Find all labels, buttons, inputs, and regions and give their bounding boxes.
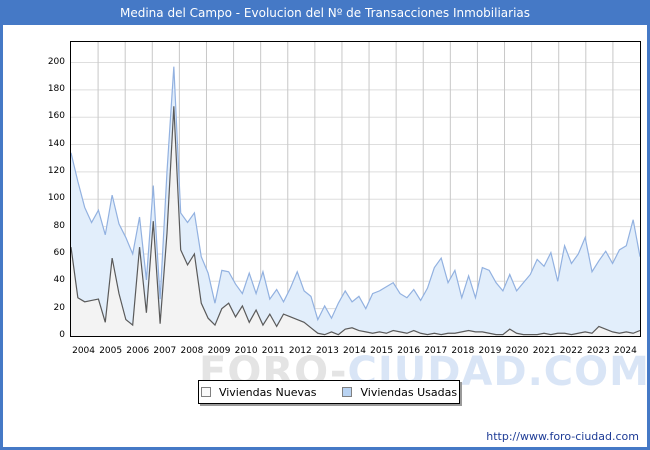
legend-swatch-nuevas [200,387,211,397]
x-axis-label: 2022 [559,346,583,356]
x-axis-label: 2012 [288,346,312,356]
plot-svg [71,42,640,336]
x-axis-label: 2009 [207,346,231,356]
legend-item-usadas: Viviendas Usadas [342,386,457,399]
x-axis-label: 2019 [478,346,502,356]
x-axis-label: 2010 [234,346,258,356]
x-axis-label: 2014 [343,346,366,356]
plot-area [70,41,641,337]
chart-title: Medina del Campo - Evolucion del Nº de T… [119,5,531,20]
x-axis-label: 2021 [532,346,556,356]
legend-item-nuevas: Viviendas Nuevas [200,385,317,399]
y-axis-label: 140 [47,138,65,149]
x-axis-label: 2020 [505,346,529,356]
x-axis-label: 2006 [126,346,150,356]
x-axis-label: 2011 [261,346,285,356]
line-viviendas-nuevas [71,106,640,336]
area-viviendas-usadas [71,66,640,335]
y-axis-label: 20 [53,302,65,313]
y-axis-label: 80 [53,220,65,231]
y-axis-label: 180 [47,83,65,94]
legend-label-usadas: Viviendas Usadas [360,385,458,399]
line-viviendas-usadas [71,66,640,322]
y-axis-label: 40 [53,275,65,286]
x-axis-label: 2008 [180,346,204,356]
x-axis-label: 2017 [424,346,448,356]
legend-label-nuevas: Viviendas Nuevas [218,385,317,399]
x-axis-label: 2016 [397,346,421,356]
y-axis-label: 120 [47,165,65,176]
legend-swatch-usadas [342,387,353,397]
footer-url: http://www.foro-ciudad.com [486,430,639,443]
y-axis-label: 100 [47,193,65,204]
y-axis-label: 60 [53,247,65,258]
x-axis-label: 2005 [99,346,123,356]
x-axis-label: 2024 [613,346,637,356]
x-axis-label: 2004 [72,346,95,356]
y-axis-label: 160 [47,111,65,122]
y-axis-label: 0 [59,330,65,340]
y-axis-label: 200 [47,56,65,67]
x-axis-label: 2015 [370,346,394,356]
x-axis-label: 2013 [315,346,339,356]
title-bar: Medina del Campo - Evolucion del Nº de T… [3,3,647,25]
x-axis-label: 2018 [451,346,475,356]
legend: Viviendas Nuevas Viviendas Usadas [198,380,460,404]
x-axis-label: 2023 [586,346,610,356]
x-axis-label: 2007 [153,346,177,356]
